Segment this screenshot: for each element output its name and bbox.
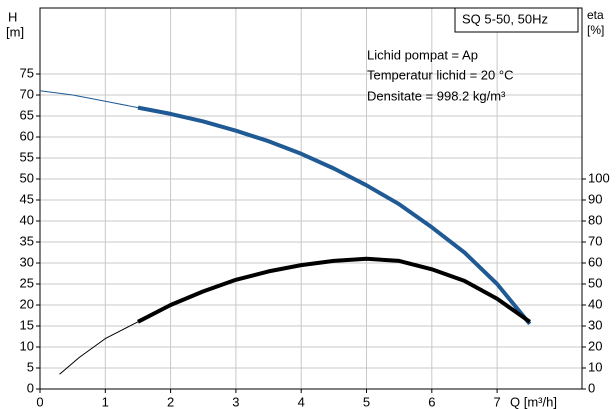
y2-tick-label: 50 [588, 275, 602, 290]
x-label: Q [m³/h] [510, 394, 557, 409]
y-tick-label: 25 [20, 275, 34, 290]
y-tick-label: 70 [20, 86, 34, 101]
y-tick-label: 35 [20, 233, 34, 248]
x-tick-label: 6 [428, 394, 435, 409]
y-tick-label: 65 [20, 107, 34, 122]
y-tick-label: 5 [27, 359, 34, 374]
y2-tick-label: 60 [588, 254, 602, 269]
y2-tick-label: 100 [588, 170, 610, 185]
x-tick-label: 7 [493, 394, 500, 409]
info-line: Temperatur lichid = 20 °C [367, 67, 513, 82]
x-tick-label: 3 [232, 394, 239, 409]
y-unit: [m] [6, 24, 24, 39]
x-tick-label: 5 [363, 394, 370, 409]
curve [137, 105, 532, 326]
info-box [454, 7, 579, 33]
y2-tick-label: 90 [588, 191, 602, 206]
curve [59, 321, 139, 375]
curve [137, 256, 531, 324]
y-label: H [8, 9, 17, 24]
y-tick-label: 10 [20, 338, 34, 353]
y2-tick-label: 20 [588, 338, 602, 353]
y-tick-label: 60 [20, 128, 34, 143]
info-line: Densitate = 998.2 kg/m³ [367, 88, 506, 103]
y2-tick-label: 80 [588, 212, 602, 227]
y-tick-label: 40 [20, 212, 34, 227]
info-line: Lichid pompat = Ap [367, 47, 478, 62]
y2-tick-label: 70 [588, 233, 602, 248]
y-tick-label: 30 [20, 254, 34, 269]
y-tick-label: 50 [20, 170, 34, 185]
y-tick-label: 0 [27, 380, 34, 395]
y2-tick-label: 40 [588, 296, 602, 311]
curve [39, 90, 139, 109]
y-tick-label: 55 [20, 149, 34, 164]
y2-tick-label: 0 [588, 380, 595, 395]
y-tick-label: 75 [20, 65, 34, 80]
y2-unit: [%] [587, 23, 604, 37]
y-tick-label: 20 [20, 296, 34, 311]
info-title: SQ 5-50, 50Hz [462, 11, 548, 26]
y2-label: eta [587, 8, 604, 22]
y2-tick-label: 30 [588, 317, 602, 332]
y-tick-label: 45 [20, 191, 34, 206]
x-tick-label: 2 [167, 394, 174, 409]
y2-tick-label: 10 [588, 359, 602, 374]
x-tick-label: 1 [102, 394, 109, 409]
x-tick-label: 0 [36, 394, 43, 409]
y-tick-label: 15 [20, 317, 34, 332]
x-tick-label: 4 [298, 394, 305, 409]
plot-frame [39, 7, 583, 390]
